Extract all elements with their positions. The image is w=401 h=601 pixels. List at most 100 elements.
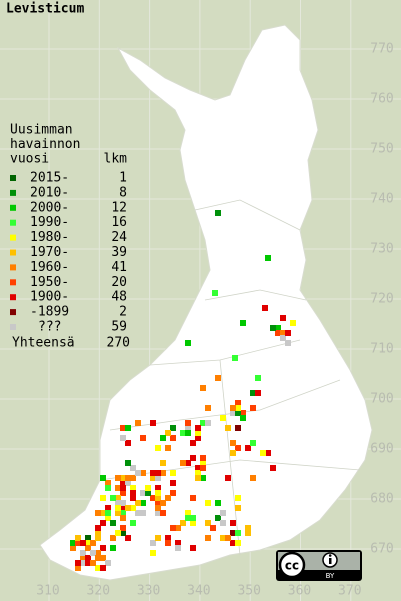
- occurrence-square: [170, 470, 176, 476]
- occurrence-square: [160, 460, 166, 466]
- occurrence-square: [205, 420, 211, 426]
- occurrence-square: [185, 460, 191, 466]
- occurrence-square: [80, 550, 86, 556]
- y-axis-label: 760: [370, 92, 393, 107]
- x-axis-label: 330: [137, 584, 160, 599]
- occurrence-square: [180, 520, 186, 526]
- occurrence-square: [155, 505, 161, 511]
- occurrence-square: [150, 495, 156, 501]
- occurrence-square: [175, 545, 181, 551]
- occurrence-square: [80, 555, 86, 561]
- occurrence-square: [105, 480, 111, 486]
- legend-count: 39: [111, 245, 127, 260]
- occurrence-square: [170, 425, 176, 431]
- occurrence-square: [200, 465, 206, 471]
- occurrence-square: [235, 540, 241, 546]
- occurrence-square: [80, 560, 86, 566]
- y-axis-label: 670: [370, 542, 393, 557]
- occurrence-square: [235, 425, 241, 431]
- occurrence-square: [155, 485, 161, 491]
- occurrence-square: [270, 325, 276, 331]
- occurrence-square: [140, 490, 146, 496]
- legend-label: 2000-: [30, 200, 69, 215]
- occurrence-square: [265, 255, 271, 261]
- occurrence-square: [235, 530, 241, 536]
- occurrence-square: [75, 565, 81, 571]
- occurrence-square: [220, 535, 226, 541]
- occurrence-square: [105, 515, 111, 521]
- occurrence-square: [145, 490, 151, 496]
- x-axis-label: 360: [288, 584, 311, 599]
- occurrence-square: [230, 520, 236, 526]
- occurrence-square: [85, 545, 91, 551]
- legend-swatch: [10, 175, 16, 181]
- occurrence-square: [100, 555, 106, 561]
- occurrence-square: [225, 535, 231, 541]
- occurrence-square: [155, 445, 161, 451]
- occurrence-square: [280, 335, 286, 341]
- occurrence-square: [120, 475, 126, 481]
- occurrence-square: [215, 210, 221, 216]
- occurrence-square: [150, 475, 156, 481]
- occurrence-square: [230, 410, 236, 416]
- occurrence-square: [125, 460, 131, 466]
- occurrence-square: [85, 540, 91, 546]
- legend-count: 2: [119, 305, 127, 320]
- legend-label: -1899: [30, 305, 69, 320]
- occurrence-square: [115, 530, 121, 536]
- occurrence-square: [135, 500, 141, 506]
- occurrence-square: [120, 490, 126, 496]
- legend-heading: havainnon: [10, 137, 80, 152]
- legend-label: 1960-: [30, 260, 69, 275]
- legend-count: 1: [119, 171, 127, 186]
- occurrence-square: [200, 455, 206, 461]
- y-axis-label: 680: [370, 492, 393, 507]
- occurrence-square: [150, 540, 156, 546]
- occurrence-square: [160, 470, 166, 476]
- occurrence-square: [125, 505, 131, 511]
- occurrence-square: [155, 490, 161, 496]
- occurrence-square: [225, 425, 231, 431]
- occurrence-square: [230, 440, 236, 446]
- legend-swatch: [10, 324, 16, 330]
- occurrence-square: [230, 540, 236, 546]
- occurrence-square: [210, 525, 216, 531]
- occurrence-square: [190, 455, 196, 461]
- y-axis-label: 740: [370, 192, 393, 207]
- occurrence-square: [150, 420, 156, 426]
- occurrence-square: [100, 495, 106, 501]
- occurrence-square: [90, 560, 96, 566]
- legend-swatch: [10, 264, 16, 271]
- legend-swatch: [10, 279, 16, 286]
- occurrence-square: [215, 375, 221, 381]
- legend-count: 24: [111, 230, 127, 245]
- occurrence-square: [255, 375, 261, 381]
- legend-count: 41: [111, 260, 127, 275]
- occurrence-square: [95, 525, 101, 531]
- occurrence-square: [200, 385, 206, 391]
- occurrence-square: [255, 390, 261, 396]
- occurrence-square: [220, 510, 226, 516]
- legend-count: 16: [111, 215, 127, 230]
- occurrence-square: [195, 435, 201, 441]
- occurrence-square: [170, 435, 176, 441]
- occurrence-square: [205, 535, 211, 541]
- occurrence-square: [115, 510, 121, 516]
- occurrence-square: [165, 535, 171, 541]
- occurrence-square: [155, 495, 161, 501]
- occurrence-square: [185, 420, 191, 426]
- occurrence-square: [215, 500, 221, 506]
- y-axis-label: 700: [370, 392, 393, 407]
- occurrence-square: [145, 485, 151, 491]
- occurrence-square: [105, 560, 111, 566]
- occurrence-square: [215, 515, 221, 521]
- occurrence-square: [130, 485, 136, 491]
- legend-count: 48: [111, 290, 127, 305]
- y-axis-label: 770: [370, 42, 393, 57]
- occurrence-square: [235, 495, 241, 501]
- occurrence-square: [85, 535, 91, 541]
- occurrence-square: [150, 470, 156, 476]
- occurrence-square: [95, 510, 101, 516]
- axes: 310 320 330 340 350 360 370 770 760 750 740 730 720 7…: [36, 42, 393, 599]
